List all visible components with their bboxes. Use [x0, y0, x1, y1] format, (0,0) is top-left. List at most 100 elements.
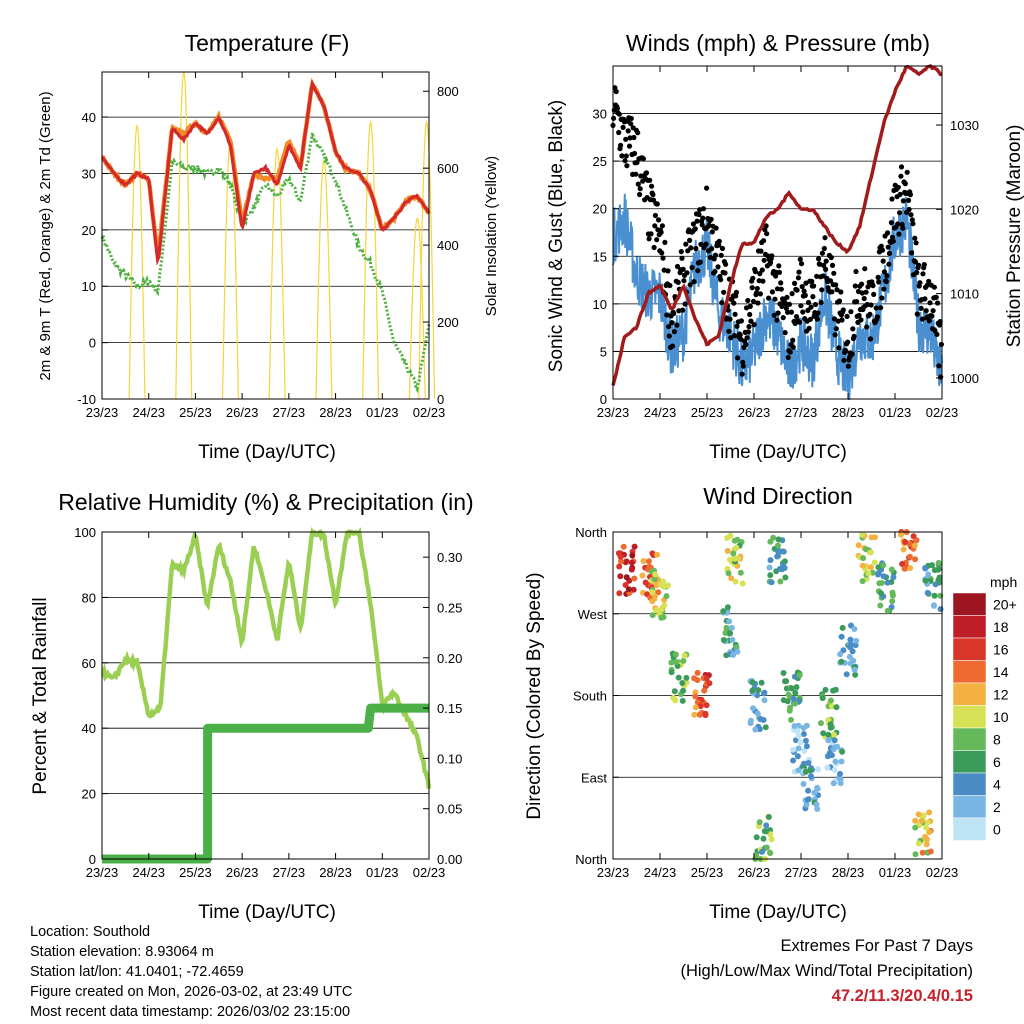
- direction-point: [899, 561, 906, 567]
- direction-point: [668, 659, 675, 666]
- x-tick-label: 01/23: [366, 405, 399, 420]
- legend-swatch: [952, 795, 987, 819]
- direction-point: [889, 598, 896, 605]
- y-tick-label: 0: [89, 336, 96, 351]
- direction-point: [658, 614, 665, 621]
- gust-point: [769, 253, 775, 259]
- gust-point: [850, 326, 856, 332]
- gust-point: [775, 310, 781, 316]
- gust-point: [718, 277, 724, 283]
- gust-point: [631, 134, 637, 141]
- gust-point: [794, 287, 800, 293]
- x-tick-label: 24/23: [644, 405, 677, 420]
- gust-point: [613, 88, 619, 95]
- direction-point: [795, 767, 802, 774]
- gust-point: [747, 311, 753, 318]
- gust-point: [851, 333, 857, 339]
- direction-point: [867, 564, 874, 571]
- gust-point: [902, 181, 908, 187]
- direction-point: [859, 531, 866, 538]
- y2-tick-label: 0.20: [437, 651, 462, 666]
- gust-point: [709, 229, 715, 235]
- gust-point: [870, 283, 876, 289]
- gust-point: [913, 240, 919, 246]
- gust-point: [784, 294, 790, 300]
- direction-point: [652, 571, 659, 578]
- gust-point: [696, 211, 702, 218]
- gust-point: [785, 309, 791, 315]
- x-tick-label: 23/23: [597, 865, 630, 880]
- y2-tick-label: 0.30: [437, 550, 462, 565]
- direction-point: [749, 687, 756, 694]
- gust-point: [680, 266, 686, 272]
- gust-point: [722, 270, 728, 276]
- direction-point: [912, 824, 919, 831]
- direction-point: [824, 764, 831, 771]
- gust-point: [918, 305, 924, 311]
- gust-point: [815, 310, 821, 316]
- gust-point: [786, 301, 793, 307]
- direction-point: [839, 624, 846, 631]
- legend-title: mph: [990, 574, 1017, 590]
- direction-point: [672, 651, 679, 658]
- direction-point: [797, 739, 804, 746]
- gust-point: [884, 273, 890, 279]
- temperature-xlabel: Time (Day/UTC): [198, 442, 336, 463]
- gust-point: [776, 269, 783, 275]
- gust-point: [790, 337, 796, 343]
- direction-point: [747, 720, 754, 727]
- gust-point: [675, 279, 681, 285]
- direction-point: [653, 582, 660, 589]
- gust-point: [937, 319, 943, 325]
- direction-point: [702, 710, 709, 717]
- gust-point: [933, 294, 939, 300]
- pressure-ylabel: Station Pressure (Maroon): [1004, 125, 1024, 348]
- direction-point: [753, 852, 760, 859]
- insolation-ylabel: Solar Insolation (Yellow): [483, 156, 500, 316]
- temperature-title: Temperature (F): [185, 30, 350, 56]
- gust-point: [712, 252, 719, 258]
- gust-point: [829, 262, 836, 268]
- direction-point: [765, 814, 772, 820]
- gust-point: [662, 239, 668, 245]
- gust-point: [709, 246, 715, 252]
- gust-point: [656, 217, 662, 223]
- y-tick-label: 20: [82, 223, 96, 238]
- humidity-line: [100, 527, 432, 789]
- gust-point: [654, 237, 660, 243]
- gust-point: [920, 271, 926, 277]
- gust-point: [814, 316, 821, 322]
- direction-point: [801, 747, 808, 754]
- gust-point: [647, 177, 653, 183]
- gust-point: [700, 215, 706, 221]
- insolation-curve: [315, 158, 333, 400]
- temperature-panel: Temperature (F) -10010203040020040060080…: [37, 30, 500, 463]
- direction-point: [694, 677, 701, 684]
- direction-point: [859, 578, 866, 585]
- direction-point: [831, 767, 838, 773]
- gust-point: [852, 283, 858, 289]
- gust-point: [635, 181, 641, 187]
- direction-point: [654, 551, 661, 558]
- direction-point: [752, 726, 759, 733]
- gust-point: [802, 292, 808, 298]
- gust-point: [723, 261, 729, 267]
- gust-point: [776, 263, 782, 269]
- x-tick-label: 26/23: [738, 865, 771, 880]
- direction-point: [831, 731, 837, 738]
- gust-point: [812, 301, 819, 308]
- gust-point: [840, 307, 846, 313]
- gust-point: [889, 196, 895, 202]
- gust-point: [671, 310, 677, 317]
- legend-swatch: [952, 817, 987, 841]
- gust-point: [897, 191, 903, 197]
- direction-point: [830, 780, 837, 787]
- y2-tick-label: 0.00: [437, 852, 462, 867]
- x-tick-label: 02/23: [926, 865, 959, 880]
- gust-point: [816, 256, 822, 262]
- direction-point: [888, 566, 895, 573]
- direction-point: [653, 607, 660, 614]
- legend-label: 6: [993, 754, 1001, 770]
- gust-point: [618, 142, 624, 148]
- direction-point: [753, 834, 760, 841]
